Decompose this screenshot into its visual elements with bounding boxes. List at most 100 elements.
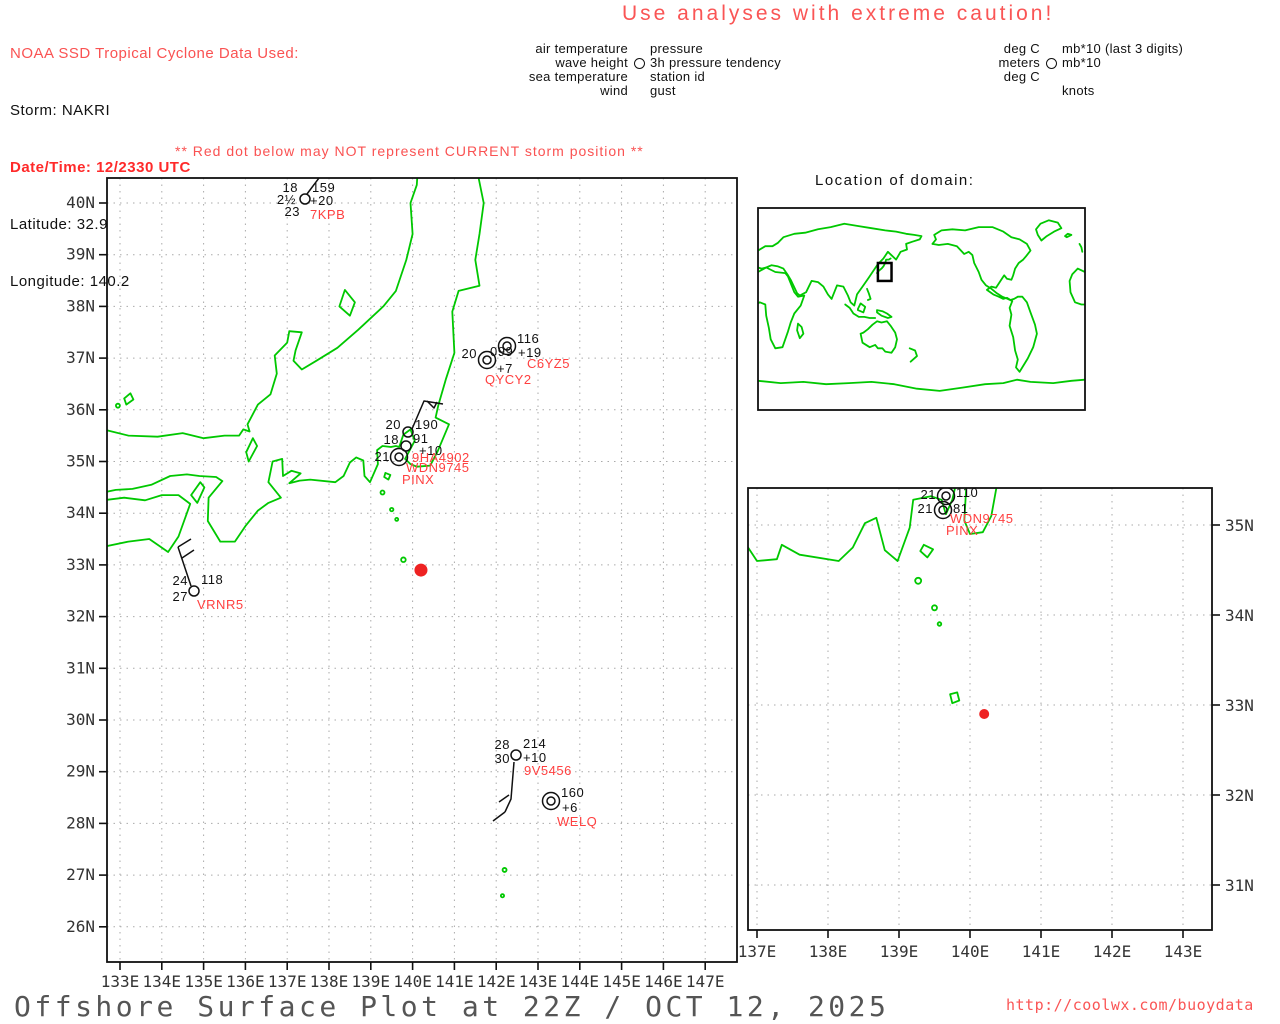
station-value: +19 [518, 345, 542, 360]
latitude-tick-label: 40N [66, 193, 95, 212]
domain-inset-title: Location of domain: [815, 172, 975, 189]
legend-row: wave height 3h pressure tendency [518, 56, 781, 70]
source-url-link[interactable]: http://coolwx.com/buoydata [1006, 996, 1254, 1014]
units-legend: deg C mb*10 (last 3 digits) meters mb*10… [962, 42, 1183, 98]
station-value: +7 [497, 361, 513, 376]
units-pressure: mb*10 (last 3 digits) [1062, 41, 1184, 56]
zoom-inset-grid [748, 488, 1212, 930]
station-value: 28 [495, 737, 510, 752]
longitude-tick-label: 142E [477, 972, 516, 991]
coastline [107, 494, 192, 553]
station-id: 7KPB [310, 207, 345, 222]
tc-data-block: NOAA SSD Tropical Cyclone Data Used: Sto… [10, 6, 299, 329]
world-coastline-segment [866, 287, 872, 301]
station-value: 18 [283, 180, 298, 195]
station-value: 160 [561, 785, 584, 800]
wind-barb [306, 178, 320, 195]
latitude-tick-label: 38N [66, 296, 95, 315]
latitude-tick-label: 31N [1225, 876, 1254, 895]
units-row: knots [962, 84, 1183, 98]
coastline [919, 543, 934, 559]
legend-air-temperature: air temperature [535, 41, 628, 56]
longitude-tick-label: 145E [602, 972, 641, 991]
legend-row: air temperature pressure [518, 42, 781, 56]
small-island [379, 489, 386, 496]
longitude-tick-label: 143E [519, 972, 558, 991]
storm-datetime: Date/Time: 12/2330 UTC [10, 159, 191, 176]
station-plot: 20 190 [386, 400, 444, 438]
world-inset-frame [757, 207, 1086, 411]
wind-barb [181, 549, 195, 559]
latitude-tick-label: 32N [1225, 786, 1254, 805]
longitude-tick-label: 141E [1022, 942, 1061, 961]
longitude-tick-label: 135E [184, 972, 223, 991]
station-value: 24 [173, 573, 188, 588]
station-value: 2½ [277, 192, 296, 207]
units-row: meters mb*10 [962, 56, 1183, 70]
world-coastline-segment [758, 378, 1085, 392]
longitude-tick-label: 139E [352, 972, 391, 991]
station-value: +20 [310, 193, 334, 208]
longitude-tick-label: 141E [435, 972, 474, 991]
world-coastline-segment [859, 320, 898, 354]
station-value: 118 [201, 572, 223, 587]
storm-latitude: Latitude: 32.9 [10, 216, 108, 233]
storm-longitude: Longitude: 140.2 [10, 273, 130, 290]
station-value: 21 [921, 487, 936, 502]
coastline [963, 488, 998, 535]
coastline [245, 437, 259, 463]
small-island [115, 402, 121, 409]
longitude-tick-label: 136E [226, 972, 265, 991]
legend-station-id: station id [650, 69, 706, 84]
longitude-tick-label: 138E [310, 972, 349, 991]
longitude-tick-label: 137E [268, 972, 307, 991]
caution-banner: Use analyses with extreme caution! [622, 2, 1055, 25]
longitude-tick-label: 140E [393, 972, 432, 991]
station-plot: PINX [946, 523, 978, 538]
station-circle-inner [546, 796, 556, 806]
small-island [389, 506, 395, 513]
station-value: 21 [375, 449, 390, 464]
station-plot: 21 81 [918, 500, 968, 520]
station-value: 18 [384, 432, 399, 447]
latitude-tick-label: 31N [66, 658, 95, 677]
longitude-tick-label: 142E [1093, 942, 1132, 961]
station-value: 23 [285, 204, 300, 219]
legend-sea-temperature: sea temperature [528, 69, 628, 84]
domain-extent-rect [876, 261, 893, 283]
station-model-legend: air temperature pressure wave height 3h … [518, 42, 781, 98]
station-value: 20 [462, 346, 477, 361]
world-coastline-segment [1064, 232, 1073, 239]
legend-pressure: pressure [650, 41, 703, 56]
station-circle-inner [482, 355, 492, 365]
longitude-tick-label: 138E [809, 942, 848, 961]
longitude-tick-label: 144E [561, 972, 600, 991]
station-circle-icon [1045, 58, 1057, 70]
longitude-tick-label: 143E [1164, 942, 1203, 961]
units-wind-gust: knots [1062, 83, 1095, 98]
units-sea-temperature: deg C [1003, 69, 1040, 84]
latitude-tick-label: 32N [66, 607, 95, 626]
station-plot: 21 9HA4902 [375, 447, 469, 467]
latitude-tick-label: 36N [66, 400, 95, 419]
station-circle-icon [633, 58, 645, 70]
main-map: 133E 134E 135E 136E 137E 138E 139E 140E 141E 142E… [66, 177, 738, 991]
station-circle [402, 426, 414, 438]
station-id: VRNR5 [197, 597, 244, 612]
station-value: +6 [562, 800, 578, 815]
station-id: WELQ [557, 814, 597, 829]
station-id: PINX [402, 472, 434, 487]
wind-barb [177, 546, 192, 587]
longitude-tick-label: 137E [738, 942, 777, 961]
units-air-temperature: deg C [1003, 41, 1040, 56]
legend-gust: gust [650, 83, 676, 98]
station-circle-inner [941, 491, 951, 501]
station-plot: 21 110 [921, 487, 978, 506]
latitude-tick-label: 27N [66, 865, 95, 884]
station-circle [936, 488, 956, 506]
station-plot: 18 91+10 [384, 431, 443, 458]
storm-position-dot [979, 709, 990, 719]
latitude-tick-label: 35N [66, 452, 95, 471]
